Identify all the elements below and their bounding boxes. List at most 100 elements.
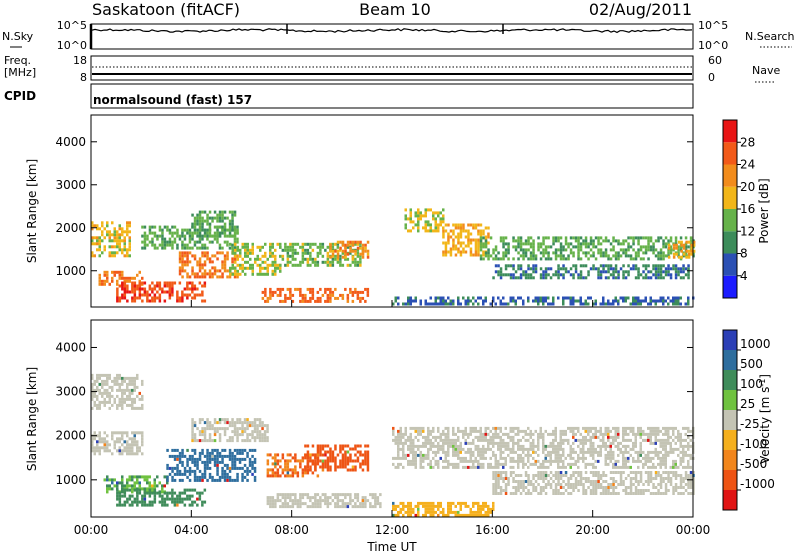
vel-cells-cell — [489, 447, 492, 451]
vel-cells-cell — [547, 432, 550, 436]
power-cells-cell — [128, 239, 131, 243]
power-cells-cell — [186, 284, 189, 288]
vel-cells-cell — [634, 477, 638, 480]
power-cells-cell — [351, 243, 355, 247]
power-cells-cell — [599, 254, 603, 258]
power-cells-cell — [294, 251, 297, 255]
vel-cells-cell — [654, 432, 657, 436]
power-cells-cell — [226, 275, 229, 279]
vel-cells-cell — [412, 426, 415, 430]
vel-cells-cell — [512, 480, 515, 483]
vel-cells-cell — [208, 460, 212, 464]
vel-cells-cell — [321, 444, 325, 448]
power-cells-cell — [397, 302, 400, 306]
power-cells-cell — [439, 211, 442, 215]
vel-cells-cell — [113, 443, 116, 447]
power-cells-cell — [221, 213, 224, 217]
power-cells-cell — [286, 287, 290, 291]
power-cells-cell — [609, 242, 613, 246]
vel-cells-cell — [607, 492, 610, 495]
vel-cells-cell — [138, 488, 142, 492]
power-cells-cell — [517, 276, 520, 280]
power-cells-cell — [316, 254, 320, 258]
power-cells-cell — [161, 287, 164, 291]
vel-cells-cell — [692, 483, 695, 486]
vel-cells-cell — [607, 444, 610, 448]
vel-cells-cell — [96, 406, 99, 410]
vel-cells-cell — [499, 444, 502, 448]
power-cells-cell — [632, 248, 635, 252]
vel-cells-cell — [158, 481, 161, 485]
power-cells-cell — [304, 293, 307, 297]
vel-cells-cell — [123, 494, 127, 498]
power-cells-cell — [552, 296, 555, 300]
vel-cells-cell — [579, 438, 582, 442]
power-cells-cell — [143, 234, 147, 238]
vel-cells-cell — [153, 478, 156, 482]
power-cells-cell — [234, 254, 237, 258]
power-cells-cell — [414, 214, 417, 218]
vel-cells-cell — [321, 468, 325, 472]
vel-cells-cell — [284, 493, 287, 497]
power-cells-cell — [572, 273, 575, 277]
power-cells-cell — [284, 242, 287, 246]
vel-cells-cell — [106, 440, 109, 444]
vel-cells-cell — [213, 454, 217, 458]
power-cells-cell — [527, 296, 530, 300]
vel-cells-cell — [349, 453, 352, 457]
vel-cells-cell — [168, 466, 172, 470]
vel-cells-cell — [171, 488, 174, 492]
vel-cells-cell — [499, 426, 502, 430]
vel-cells-cell — [452, 447, 455, 451]
vel-cells-cell — [469, 465, 472, 469]
vel-cells-cell — [564, 429, 567, 433]
power-cells-cell — [261, 260, 264, 264]
vel-cells-cell — [667, 453, 670, 457]
power-cells-cell — [233, 257, 237, 261]
power-cells-cell — [579, 276, 583, 280]
vel-cells-cell — [98, 376, 101, 380]
vel-cells-cell — [549, 483, 553, 486]
vel-cells-cell — [116, 449, 119, 453]
vel-cells-cell — [662, 492, 665, 495]
vel-cells-cell — [519, 447, 522, 451]
vel-cells-cell — [664, 444, 667, 448]
power-cells-cell — [462, 223, 465, 227]
power-cells-cell — [409, 211, 412, 215]
vel-cells-cell — [617, 444, 620, 448]
vel-cells-cell — [459, 429, 462, 433]
power-cells-cell — [519, 254, 523, 258]
vel-cells-cell — [296, 474, 300, 478]
vel-cells-cell — [334, 465, 337, 469]
power-cells-cell — [221, 219, 224, 223]
power-cells-cell — [306, 242, 310, 246]
vel-cells-cell — [173, 491, 177, 495]
power-cells-cell — [158, 243, 162, 247]
power-cells-cell — [654, 276, 658, 280]
vel-cells-cell — [524, 432, 527, 436]
vel-cells-cell — [314, 462, 317, 466]
power-cells-cell — [559, 267, 563, 271]
vel-cells-cell — [374, 499, 377, 503]
vel-cells-cell — [627, 444, 630, 448]
power-cells-cell — [299, 260, 302, 264]
power-cells-cell — [477, 296, 480, 300]
power-cells-cell — [251, 263, 254, 267]
vel-cells-cell — [644, 462, 647, 466]
vel-cells-cell — [106, 446, 109, 450]
vel-cells-cell — [462, 459, 465, 463]
vel-cells-cell — [233, 460, 237, 464]
vel-cells-cell — [248, 463, 252, 467]
vel-cells-cell — [106, 379, 109, 383]
power-cells-cell — [684, 302, 687, 306]
vel-cells-cell — [474, 510, 477, 514]
power-cells-cell — [148, 284, 152, 288]
vel-cells-cell — [319, 505, 322, 509]
vel-cells-cell — [652, 462, 655, 466]
vel-cells-cell — [482, 444, 485, 448]
power-cells-cell — [216, 216, 219, 220]
vel-cells-cell — [622, 453, 625, 457]
vel-cells-cell — [639, 453, 642, 457]
power-cells-cell — [632, 296, 635, 300]
vel-cells-cell — [118, 503, 122, 507]
